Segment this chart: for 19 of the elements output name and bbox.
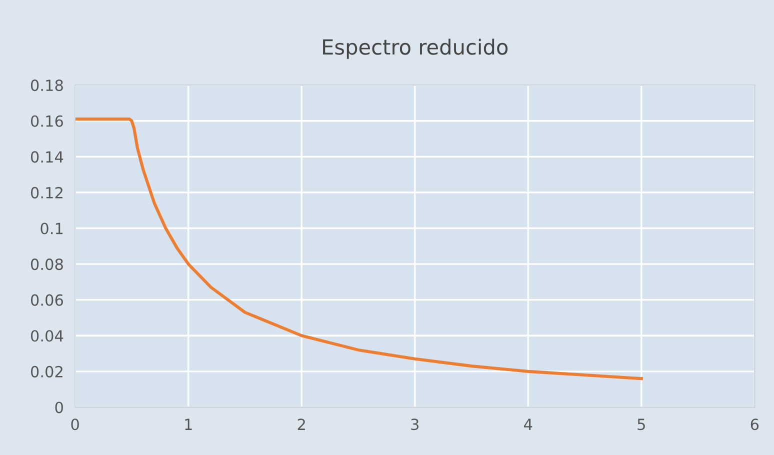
x-tick-label: 4: [524, 418, 532, 430]
x-tick-label: 1: [185, 418, 192, 430]
y-tick-label: 0: [55, 402, 63, 414]
line-series: [75, 118, 643, 380]
chart-title: Espectro reducido: [323, 38, 508, 59]
y-tick-label: 0.04: [30, 330, 64, 342]
x-tick-label: 2: [298, 418, 305, 430]
y-tick-label: 0.12: [30, 186, 62, 198]
x-tick-label: 5: [638, 418, 645, 430]
y-tick-label: 0.06: [30, 294, 64, 306]
y-tick-label: 0.18: [30, 80, 63, 92]
y-tick-label: 0.14: [30, 151, 64, 163]
y-tick-label: 0.1: [40, 222, 63, 234]
y-tick-label: 0.02: [30, 366, 62, 378]
y-tick-label: 0.16: [30, 115, 64, 127]
x-tick-label: 6: [750, 418, 759, 430]
x-tick-label: 3: [411, 418, 418, 430]
y-tick-label: 0.08: [30, 258, 63, 270]
x-tick-label: 0: [71, 418, 79, 430]
